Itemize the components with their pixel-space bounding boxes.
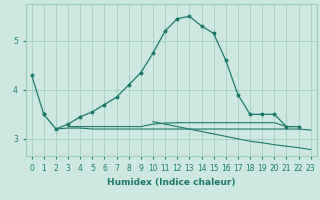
X-axis label: Humidex (Indice chaleur): Humidex (Indice chaleur)	[107, 178, 236, 187]
